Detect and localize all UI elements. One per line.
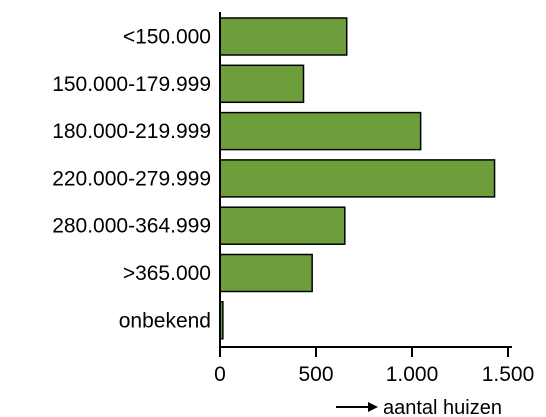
category-label: 220.000-279.999 bbox=[52, 167, 211, 190]
category-label: <150.000 bbox=[123, 26, 211, 49]
bar bbox=[219, 17, 348, 56]
arrow-head-icon bbox=[368, 402, 378, 412]
category-label: >365.000 bbox=[123, 262, 211, 285]
bars-group bbox=[219, 17, 496, 340]
category-label: 150.000-179.999 bbox=[52, 73, 211, 96]
x-tick-label: 1.500 bbox=[482, 363, 535, 386]
x-axis-title: aantal huizen bbox=[383, 397, 502, 417]
bar bbox=[219, 253, 313, 293]
category-label: 180.000-219.999 bbox=[52, 120, 211, 143]
category-label: onbekend bbox=[119, 309, 211, 332]
x-tick-label: 0 bbox=[214, 363, 226, 386]
x-tick-label: 1.000 bbox=[386, 363, 439, 386]
x-axis-title-group: aantal huizen bbox=[336, 397, 502, 417]
bar bbox=[219, 64, 305, 104]
x-tick-label: 500 bbox=[298, 363, 333, 386]
category-labels: <150.000 150.000-179.999 180.000-219.999 22… bbox=[52, 26, 211, 333]
bar bbox=[219, 111, 422, 151]
category-label: 280.000-364.999 bbox=[52, 215, 211, 238]
bar bbox=[219, 159, 496, 198]
bar bbox=[219, 206, 346, 245]
x-ticks: 0 500 1.000 1.500 bbox=[214, 347, 534, 386]
